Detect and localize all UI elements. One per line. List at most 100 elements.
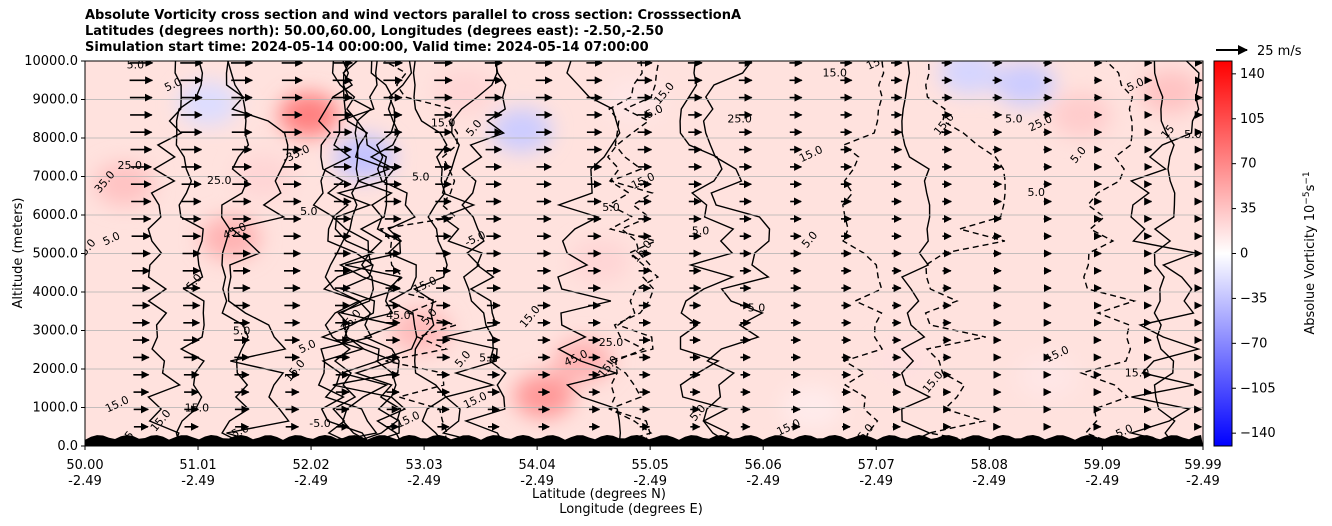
x-tick-lat-1: 51.01 — [179, 458, 216, 473]
y-axis: 0.0 1000.0 2000.0 3000.0 4000.0 5000.0 6000.0 7… — [24, 54, 85, 454]
contour-line-8 — [679, 61, 735, 446]
vorticity-cell-8 — [513, 373, 574, 418]
vorticity-cell-14 — [1051, 92, 1112, 137]
quiver-key: 25 m/s — [1216, 44, 1302, 59]
contour-label-27: 15.0 — [431, 116, 456, 129]
contour-label-33: 25.0 — [599, 336, 624, 349]
vorticity-cell-17 — [871, 339, 932, 384]
contour-label-12: 15.0 — [185, 401, 210, 414]
contour-line-25 — [842, 61, 885, 446]
vorticity-cell-13 — [939, 61, 1000, 95]
colorbar-tick-label-3: 35 — [1240, 202, 1257, 217]
contour-line-16 — [337, 61, 389, 446]
x-tick-lon-5: -2.49 — [633, 474, 667, 489]
x-axis-label-longitude: Longitude (degrees E) — [559, 502, 703, 517]
x-tick-lon-6: -2.49 — [746, 474, 780, 489]
contour-line-20 — [608, 61, 655, 446]
x-tick-lat-9: 59.09 — [1084, 458, 1121, 473]
y-tick-label-10: 10000.0 — [24, 54, 78, 69]
contour-line-9 — [412, 61, 448, 446]
colorbar-tick-label-5: −35 — [1240, 291, 1267, 306]
terrain-band — [85, 435, 1203, 446]
colorbar-ticks: 140 105 70 35 0 −35 −70 −105 −140 — [1232, 67, 1276, 441]
x-axis-label-latitude: Latitude (degrees N) — [532, 487, 666, 502]
contour-label-14: 15 — [118, 428, 137, 447]
contour-label-48: 15.0 — [823, 66, 848, 79]
contour-label-30: 5.0 — [479, 351, 497, 364]
contour-line-0 — [606, 61, 660, 446]
x-tick-lat-10: 59.99 — [1184, 458, 1221, 473]
y-tick-label-7: 7000.0 — [33, 170, 79, 185]
x-tick-lat-7: 57.07 — [858, 458, 895, 473]
contour-line-6 — [312, 61, 378, 446]
contour-label-42: 25.0 — [727, 113, 752, 126]
x-tick-lat-2: 52.02 — [292, 458, 329, 473]
y-tick-label-9: 9000.0 — [33, 93, 79, 108]
x-tick-lon-9: -2.49 — [1085, 474, 1119, 489]
chart-title-line-1: Absolute Vorticity cross section and win… — [85, 8, 742, 23]
contour-label-60: 5.0 — [1184, 128, 1202, 141]
contour-line-19 — [440, 61, 498, 446]
vorticity-cell-0 — [94, 162, 155, 207]
contour-line-13 — [175, 61, 205, 446]
quiver-key-label: 25 m/s — [1257, 44, 1302, 59]
contour-label-6: 25.0 — [207, 174, 232, 187]
contour-label-51: 5.0 — [1005, 113, 1023, 126]
colorbar-tick-label-8: −140 — [1240, 426, 1276, 441]
contour-label-45: 5.0 — [748, 301, 766, 314]
vorticity-cell-10 — [569, 239, 630, 284]
vorticity-cell-15 — [995, 62, 1056, 107]
x-tick-lat-4: 54.04 — [519, 458, 556, 473]
contour-line-14 — [702, 61, 771, 446]
colorbar-tick-label-0: 140 — [1240, 67, 1265, 82]
y-tick-label-8: 8000.0 — [33, 131, 79, 146]
chart-title-line-2: Latitudes (degrees north): 50.00,60.00, … — [85, 24, 664, 39]
x-tick-lat-3: 53.03 — [405, 458, 442, 473]
x-tick-lon-0: -2.49 — [68, 474, 102, 489]
contour-label-18: -5.0 — [309, 417, 330, 430]
x-tick-lon-8: -2.49 — [972, 474, 1006, 489]
colorbar-tick-label-6: −70 — [1240, 336, 1267, 351]
x-tick-lon-10: -2.49 — [1186, 474, 1220, 489]
x-tick-lat-0: 50.00 — [66, 458, 103, 473]
colorbar-tick-label-2: 70 — [1240, 157, 1257, 172]
y-tick-label-6: 6000.0 — [33, 208, 79, 223]
contour-label-21: 5.0 — [412, 170, 430, 183]
x-axis: 50.00-2.4951.01-2.4952.02-2.4953.03-2.49… — [66, 446, 1222, 489]
contour-label-39: 5.0 — [692, 224, 710, 237]
contour-line-24 — [147, 61, 183, 446]
colorbar: 140 105 70 35 0 −35 −70 −105 −140 Absolue Vortic… — [1213, 60, 1318, 447]
x-tick-lat-5: 55.05 — [632, 458, 669, 473]
y-tick-label-3: 3000.0 — [33, 324, 79, 339]
x-tick-lon-4: -2.49 — [520, 474, 554, 489]
contour-label-0: 5.0 — [127, 59, 145, 72]
x-tick-lon-1: -2.49 — [181, 474, 215, 489]
contour-label-36: 5.0 — [602, 201, 620, 214]
x-tick-lon-2: -2.49 — [294, 474, 328, 489]
y-tick-label-1: 1000.0 — [33, 401, 79, 416]
contour-line-5 — [1079, 61, 1137, 446]
contour-label-15: 5.0 — [300, 205, 318, 218]
colorbar-tick-label-4: 0 — [1240, 247, 1248, 262]
plot-area: 5.05.035.025.05.05.025.045.05.05.015.015… — [84, 51, 1204, 447]
x-tick-lat-8: 58.08 — [971, 458, 1008, 473]
contour-label-57: 15.0 — [1125, 367, 1150, 380]
x-tick-lon-7: -2.49 — [859, 474, 893, 489]
y-tick-label-2: 2000.0 — [33, 362, 79, 377]
x-tick-lat-6: 56.06 — [745, 458, 782, 473]
contour-label-54: 5.0 — [1028, 186, 1046, 199]
wind-vectors — [129, 61, 1203, 431]
contour-label-49: 15.0 — [864, 51, 892, 73]
vorticity-cell-16 — [1140, 69, 1201, 114]
vorticity-cell-1 — [200, 216, 261, 261]
chart-title-line-3: Simulation start time: 2024-05-14 00:00:… — [85, 40, 649, 55]
x-tick-lon-3: -2.49 — [407, 474, 441, 489]
colorbar-gradient — [1213, 60, 1233, 447]
y-tick-label-0: 0.0 — [57, 439, 78, 454]
vorticity-cell-7 — [491, 108, 552, 153]
colorbar-tick-label-7: −105 — [1240, 381, 1276, 396]
contour-line-2 — [900, 61, 932, 446]
y-tick-label-4: 4000.0 — [33, 285, 79, 300]
contour-label-9: 5.0 — [233, 324, 251, 337]
